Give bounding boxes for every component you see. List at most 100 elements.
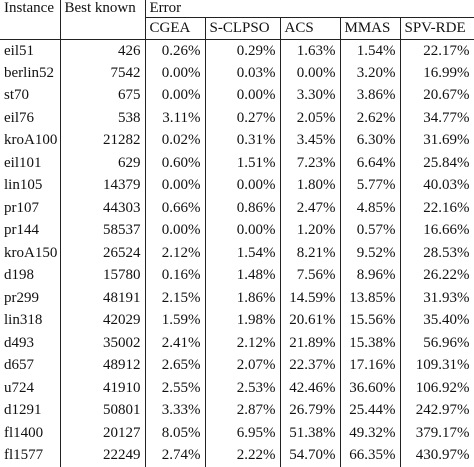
error-cell: 3.11% xyxy=(145,107,206,130)
header-error: Error xyxy=(145,0,474,18)
error-cell: 51.38% xyxy=(280,422,341,445)
error-cell: 31.93% xyxy=(400,287,474,310)
method-header: S-CLPSO xyxy=(205,17,281,40)
error-cell: 20.67% xyxy=(400,84,474,107)
error-cell: 34.77% xyxy=(400,107,474,130)
instance-cell: eil51 xyxy=(0,39,61,62)
error-cell: 2.87% xyxy=(205,399,281,422)
instance-cell: d493 xyxy=(0,332,61,355)
best-known-cell: 42029 xyxy=(60,309,146,332)
error-cell: 15.56% xyxy=(340,309,401,332)
table-row: d657 48912 2.65% 2.07% 22.37% 17.16% 109.31% xyxy=(0,354,474,377)
table-row: fl1577 22249 2.74% 2.22% 54.70% 66.35% 430.97% xyxy=(0,444,474,467)
error-cell: 1.48% xyxy=(205,264,281,287)
instance-cell: fl1577 xyxy=(0,444,61,467)
header-best-known: Best known xyxy=(60,0,146,18)
error-cell: 2.12% xyxy=(205,332,281,355)
error-cell: 1.54% xyxy=(340,39,401,62)
table-row: eil101 629 0.60% 1.51% 7.23% 6.64% 25.84% xyxy=(0,152,474,175)
best-known-cell: 14379 xyxy=(60,174,146,197)
error-cell: 1.86% xyxy=(205,287,281,310)
error-cell: 28.53% xyxy=(400,242,474,265)
error-cell: 0.00% xyxy=(205,219,281,242)
error-cell: 17.16% xyxy=(340,354,401,377)
table-row: pr107 44303 0.66% 0.86% 2.47% 4.85% 22.16% xyxy=(0,197,474,220)
error-cell: 36.60% xyxy=(340,377,401,400)
error-cell: 22.16% xyxy=(400,197,474,220)
table-row: berlin52 7542 0.00% 0.03% 0.00% 3.20% 16.99% xyxy=(0,62,474,85)
best-known-cell: 675 xyxy=(60,84,146,107)
table-row: lin318 42029 1.59% 1.98% 20.61% 15.56% 35.40% xyxy=(0,309,474,332)
method-header: MMAS xyxy=(340,17,401,40)
error-cell: 0.00% xyxy=(205,84,281,107)
method-header: ACS xyxy=(280,17,341,40)
error-cell: 0.00% xyxy=(280,62,341,85)
best-known-cell: 538 xyxy=(60,107,146,130)
instance-cell: berlin52 xyxy=(0,62,61,85)
error-cell: 16.99% xyxy=(400,62,474,85)
error-cell: 13.85% xyxy=(340,287,401,310)
error-cell: 8.05% xyxy=(145,422,206,445)
instance-cell: d198 xyxy=(0,264,61,287)
error-cell: 0.00% xyxy=(145,62,206,85)
error-cell: 2.15% xyxy=(145,287,206,310)
best-known-cell: 629 xyxy=(60,152,146,175)
error-cell: 3.45% xyxy=(280,129,341,152)
error-cell: 0.66% xyxy=(145,197,206,220)
best-known-cell: 20127 xyxy=(60,422,146,445)
error-cell: 109.31% xyxy=(400,354,474,377)
error-cell: 0.29% xyxy=(205,39,281,62)
error-cell: 42.46% xyxy=(280,377,341,400)
error-cell: 0.26% xyxy=(145,39,206,62)
best-known-cell: 41910 xyxy=(60,377,146,400)
error-cell: 6.30% xyxy=(340,129,401,152)
error-cell: 0.31% xyxy=(205,129,281,152)
error-cell: 3.20% xyxy=(340,62,401,85)
error-cell: 7.23% xyxy=(280,152,341,175)
error-cell: 3.30% xyxy=(280,84,341,107)
error-cell: 0.00% xyxy=(145,84,206,107)
error-cell: 26.79% xyxy=(280,399,341,422)
error-cell: 20.61% xyxy=(280,309,341,332)
error-cell: 9.52% xyxy=(340,242,401,265)
best-known-cell: 50801 xyxy=(60,399,146,422)
error-cell: 3.33% xyxy=(145,399,206,422)
error-cell: 8.21% xyxy=(280,242,341,265)
instance-cell: st70 xyxy=(0,84,61,107)
error-cell: 242.97% xyxy=(400,399,474,422)
instance-cell: kroA150 xyxy=(0,242,61,265)
error-cell: 56.96% xyxy=(400,332,474,355)
instance-cell: lin105 xyxy=(0,174,61,197)
error-cell: 0.03% xyxy=(205,62,281,85)
error-cell: 1.51% xyxy=(205,152,281,175)
error-cell: 7.56% xyxy=(280,264,341,287)
table-row: d493 35002 2.41% 2.12% 21.89% 15.38% 56.96% xyxy=(0,332,474,355)
error-cell: 3.86% xyxy=(340,84,401,107)
error-cell: 26.22% xyxy=(400,264,474,287)
error-cell: 2.41% xyxy=(145,332,206,355)
error-cell: 66.35% xyxy=(340,444,401,467)
method-header: SPV-RDE xyxy=(400,17,474,40)
error-cell: 25.84% xyxy=(400,152,474,175)
error-cell: 1.59% xyxy=(145,309,206,332)
best-known-cell: 48912 xyxy=(60,354,146,377)
error-cell: 54.70% xyxy=(280,444,341,467)
table-row: fl1400 20127 8.05% 6.95% 51.38% 49.32% 379.17% xyxy=(0,422,474,445)
table-row: st70 675 0.00% 0.00% 3.30% 3.86% 20.67% xyxy=(0,84,474,107)
error-cell: 0.00% xyxy=(145,174,206,197)
error-cell: 2.12% xyxy=(145,242,206,265)
table-row: d198 15780 0.16% 1.48% 7.56% 8.96% 26.22% xyxy=(0,264,474,287)
error-cell: 2.62% xyxy=(340,107,401,130)
error-cell: 8.96% xyxy=(340,264,401,287)
error-cell: 16.66% xyxy=(400,219,474,242)
best-known-cell: 426 xyxy=(60,39,146,62)
table-row: kroA150 26524 2.12% 1.54% 8.21% 9.52% 28.53% xyxy=(0,242,474,265)
best-known-cell: 35002 xyxy=(60,332,146,355)
method-header: CGEA xyxy=(145,17,206,40)
error-cell: 0.00% xyxy=(205,174,281,197)
table-row: eil76 538 3.11% 0.27% 2.05% 2.62% 34.77% xyxy=(0,107,474,130)
error-cell: 0.60% xyxy=(145,152,206,175)
table-row: eil51 426 0.26% 0.29% 1.63% 1.54% 22.17% xyxy=(0,39,474,62)
best-known-cell: 48191 xyxy=(60,287,146,310)
error-cell: 22.37% xyxy=(280,354,341,377)
